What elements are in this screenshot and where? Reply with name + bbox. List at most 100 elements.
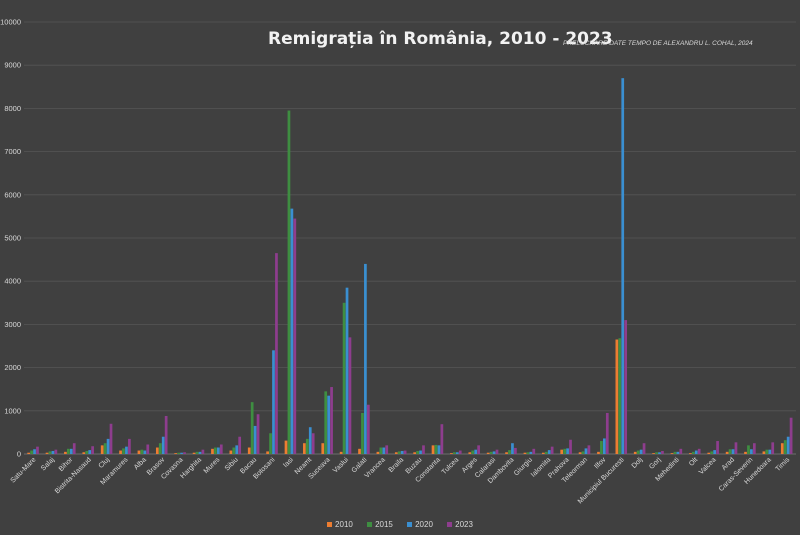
bar-2023 [587, 445, 591, 454]
bar-2015 [416, 450, 419, 454]
bar-2023 [348, 337, 352, 454]
bar-2015 [140, 449, 144, 454]
bar-2023 [164, 415, 168, 454]
bar-2010 [578, 452, 582, 454]
bar-2023 [109, 423, 113, 454]
legend-label: 2010 [335, 520, 353, 529]
x-tick-label: Braila [388, 456, 406, 474]
bar-2015 [453, 452, 456, 454]
bar-2020 [106, 438, 110, 454]
bar-2023 [771, 442, 775, 454]
bar-2015 [342, 302, 346, 454]
bar-2020 [603, 438, 606, 454]
bar-2010 [119, 450, 122, 454]
bar-2023 [403, 450, 407, 454]
bar-2023 [716, 441, 719, 454]
bar-2023 [789, 417, 793, 454]
bar-2015 [581, 451, 585, 454]
y-tick-label: 1000 [4, 406, 21, 415]
legend-swatch [447, 522, 453, 527]
bar-2023 [440, 424, 444, 454]
x-tick-label: Valcea [698, 456, 718, 476]
bar-series [27, 78, 793, 454]
bar-2015 [85, 450, 89, 454]
bar-2023 [642, 443, 646, 454]
bar-2015 [195, 451, 199, 454]
bar-2010 [725, 451, 729, 454]
bar-2015 [48, 451, 52, 454]
bar-2023 [661, 450, 664, 454]
bar-2023 [311, 433, 315, 454]
bar-2020 [51, 450, 55, 454]
bar-2020 [529, 451, 533, 454]
bar-2015 [655, 452, 658, 454]
bar-2010 [339, 451, 343, 454]
y-tick-label: 10000 [0, 18, 21, 27]
bar-2020 [198, 451, 202, 454]
bar-2020 [639, 449, 643, 454]
bar-2020 [474, 449, 478, 454]
bar-2023 [366, 404, 370, 454]
bar-2023 [752, 443, 756, 454]
x-tick-label: Dolj [631, 456, 645, 470]
bar-2010 [744, 451, 747, 454]
bar-2023 [495, 449, 499, 454]
bar-2015 [214, 447, 217, 454]
bar-2020 [750, 449, 753, 454]
bar-2023 [128, 438, 131, 454]
bar-2020 [33, 449, 36, 454]
bar-2020 [731, 449, 735, 454]
x-tick-label: Arad [721, 456, 736, 471]
bar-2010 [670, 453, 674, 454]
bar-2010 [505, 452, 508, 454]
bar-2020 [713, 450, 716, 454]
bar-2015 [728, 449, 732, 454]
x-tick-label: Olt [688, 456, 699, 467]
bar-2020 [125, 446, 128, 454]
y-tick-label: 4000 [4, 277, 21, 286]
bar-2020 [345, 287, 349, 454]
bar-2015 [489, 451, 493, 454]
bar-2020 [161, 436, 165, 454]
bar-2010 [431, 445, 435, 454]
x-tick-label: Iasi [282, 456, 295, 469]
legend-swatch [367, 522, 373, 527]
bar-2010 [229, 450, 233, 454]
bar-2015 [232, 447, 236, 454]
bar-2020 [786, 436, 790, 454]
bar-2020 [492, 451, 496, 454]
bar-2023 [458, 450, 462, 454]
bar-2015 [526, 452, 530, 454]
bar-2020 [382, 447, 386, 454]
bar-2023 [569, 439, 572, 454]
bar-2015 [379, 447, 383, 454]
bar-2010 [100, 445, 104, 454]
bar-2023 [422, 445, 425, 454]
bar-2023 [550, 446, 554, 454]
bar-2010 [321, 443, 325, 454]
bar-2020 [547, 450, 551, 454]
bar-2020 [327, 395, 330, 454]
bar-2020 [455, 452, 459, 454]
bar-2010 [615, 339, 619, 454]
x-tick-label: Gorj [648, 456, 663, 471]
bar-2010 [82, 452, 86, 454]
bar-2020 [143, 450, 147, 454]
bar-2010 [358, 448, 361, 454]
bar-2015 [397, 451, 401, 454]
x-tick-label: Satu-Mare [10, 456, 38, 484]
bar-2020 [217, 447, 220, 454]
bar-2015 [158, 443, 162, 454]
bar-2020 [88, 450, 92, 454]
bar-2023 [330, 387, 333, 454]
bar-2020 [658, 452, 661, 454]
legend-item-2023: 2023 [447, 520, 473, 529]
bar-2015 [544, 451, 548, 454]
bar-2023 [201, 449, 205, 454]
bar-2010 [266, 451, 269, 454]
bar-2020 [400, 450, 404, 454]
x-tick-label: Salaj [40, 456, 56, 472]
bar-2010 [284, 440, 288, 454]
y-tick-label: 9000 [4, 61, 21, 70]
